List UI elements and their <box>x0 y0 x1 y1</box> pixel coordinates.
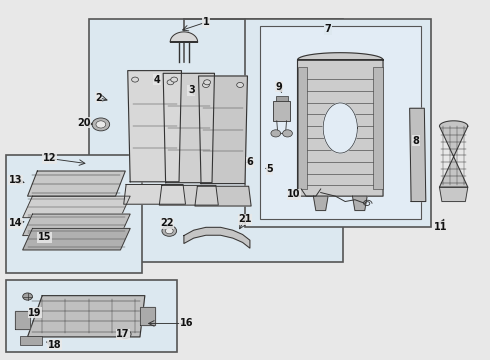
Text: 16: 16 <box>180 319 193 328</box>
Polygon shape <box>195 186 251 206</box>
Polygon shape <box>23 196 130 218</box>
Circle shape <box>202 82 209 87</box>
Text: 19: 19 <box>28 308 42 318</box>
Polygon shape <box>159 185 219 205</box>
Text: 12: 12 <box>43 153 56 163</box>
Bar <box>89 19 343 262</box>
Polygon shape <box>23 214 130 235</box>
Bar <box>373 67 383 189</box>
Polygon shape <box>184 227 250 248</box>
Polygon shape <box>352 196 367 211</box>
Polygon shape <box>128 71 181 182</box>
Text: 2: 2 <box>95 93 102 103</box>
Text: 1: 1 <box>202 17 209 27</box>
Text: 5: 5 <box>266 164 273 174</box>
Polygon shape <box>323 103 357 153</box>
Bar <box>260 26 421 220</box>
Text: 20: 20 <box>77 118 91 128</box>
Bar <box>5 155 143 273</box>
Polygon shape <box>163 73 215 183</box>
Circle shape <box>167 80 174 85</box>
Polygon shape <box>27 171 125 196</box>
Circle shape <box>23 293 32 300</box>
Polygon shape <box>23 228 130 250</box>
Text: 21: 21 <box>238 215 252 224</box>
Polygon shape <box>440 187 468 202</box>
Polygon shape <box>15 311 30 329</box>
Text: 18: 18 <box>48 340 61 350</box>
Bar <box>276 96 288 101</box>
Bar <box>5 280 176 352</box>
Circle shape <box>204 80 211 85</box>
Bar <box>245 19 431 226</box>
Text: 11: 11 <box>434 222 447 231</box>
Text: 4: 4 <box>154 75 160 85</box>
Polygon shape <box>170 32 197 42</box>
Text: 22: 22 <box>160 218 173 228</box>
Circle shape <box>120 330 131 338</box>
Bar <box>297 67 307 189</box>
Text: 14: 14 <box>9 218 22 228</box>
Text: 15: 15 <box>38 232 51 242</box>
Circle shape <box>132 77 139 82</box>
Polygon shape <box>440 121 468 187</box>
Text: 8: 8 <box>413 136 419 145</box>
Circle shape <box>237 82 244 87</box>
Circle shape <box>96 121 106 128</box>
Text: 13: 13 <box>9 175 22 185</box>
Polygon shape <box>27 296 145 337</box>
Text: 10: 10 <box>287 189 300 199</box>
Polygon shape <box>410 108 426 202</box>
Circle shape <box>283 130 293 137</box>
Polygon shape <box>140 307 155 325</box>
Circle shape <box>271 130 281 137</box>
Circle shape <box>92 118 110 131</box>
Bar <box>20 336 42 345</box>
Circle shape <box>171 77 177 82</box>
Text: 7: 7 <box>325 24 331 35</box>
Bar <box>273 101 291 121</box>
Polygon shape <box>297 53 383 196</box>
Circle shape <box>165 228 173 234</box>
Text: 3: 3 <box>188 85 195 95</box>
Polygon shape <box>314 196 328 211</box>
Circle shape <box>162 226 176 236</box>
Text: 6: 6 <box>246 157 253 167</box>
Text: 17: 17 <box>116 329 129 339</box>
Text: 9: 9 <box>276 82 283 92</box>
Text: 7: 7 <box>325 24 331 35</box>
Polygon shape <box>198 76 247 184</box>
Polygon shape <box>123 184 186 204</box>
